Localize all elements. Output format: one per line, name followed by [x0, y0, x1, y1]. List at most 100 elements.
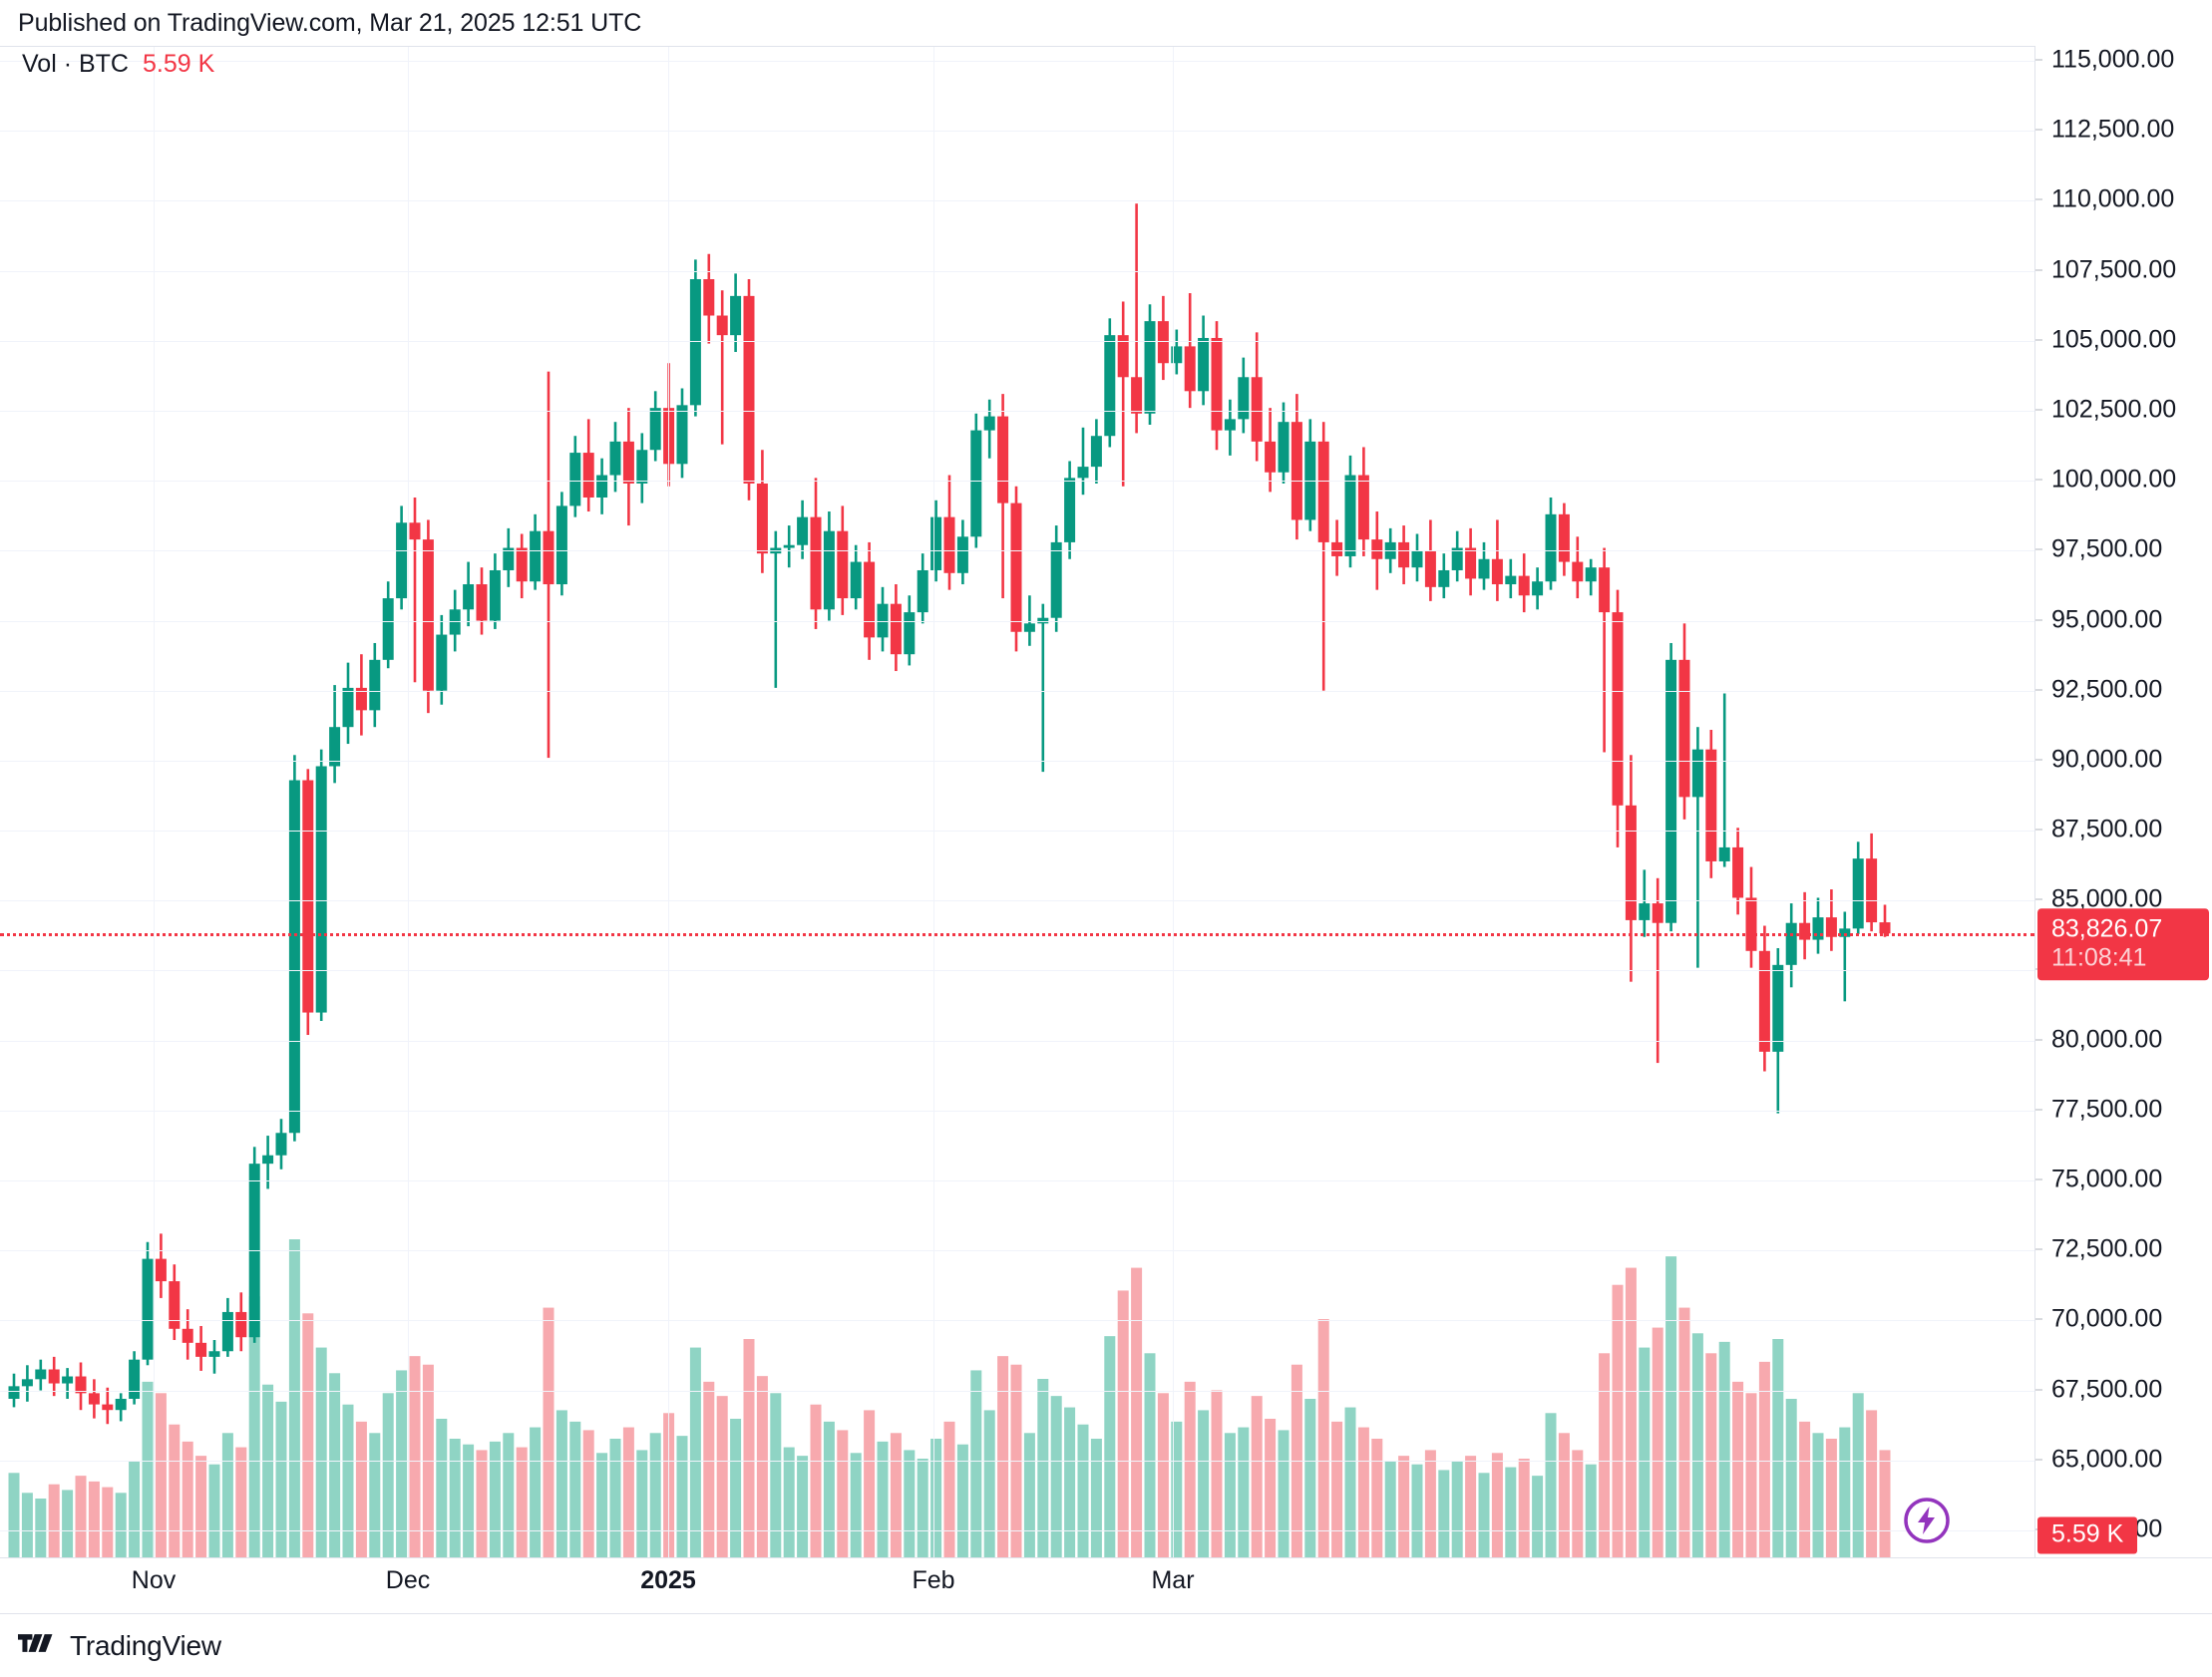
chart-plot-area[interactable] [0, 46, 2034, 1557]
volume-bar [48, 1484, 60, 1557]
price-axis-label: 115,000.00 [2051, 46, 2175, 74]
current-volume-badge[interactable]: 5.59 K [2037, 1516, 2138, 1554]
published-banner: Published on TradingView.com, Mar 21, 20… [0, 0, 2212, 46]
candle-body [1491, 558, 1503, 585]
candle-body [783, 544, 795, 548]
volume-bar [1104, 1336, 1116, 1557]
volume-bar [1157, 1393, 1169, 1557]
price-axis-tick [2035, 548, 2042, 550]
volume-bar [1505, 1467, 1517, 1557]
volume-bar [463, 1444, 475, 1557]
candle-body [489, 569, 501, 621]
candle-wick [1121, 301, 1125, 487]
candle-body [129, 1359, 141, 1399]
time-axis-label: Nov [131, 1566, 177, 1594]
candle-body [436, 634, 448, 691]
volume-bar [890, 1433, 902, 1557]
candle-body [1866, 858, 1878, 923]
price-axis-tick [2035, 759, 2042, 761]
volume-bar [1077, 1424, 1089, 1557]
current-price-badge[interactable]: 83,826.07 11:08:41 [2037, 908, 2209, 980]
candle-body [730, 295, 742, 336]
volume-bar [956, 1444, 968, 1557]
gridline-horizontal [0, 760, 2034, 762]
candle-body [1785, 922, 1797, 965]
volume-bar [129, 1461, 141, 1557]
candle-body [1545, 513, 1557, 582]
price-axis-tick [2035, 269, 2042, 271]
price-axis-tick [2035, 1109, 2042, 1111]
candle-body [1625, 805, 1637, 920]
candle-body [169, 1281, 181, 1329]
candle-body [476, 584, 488, 621]
price-axis-tick [2035, 339, 2042, 341]
gridline-horizontal [0, 481, 2034, 483]
price-axis-label: 92,500.00 [2051, 675, 2163, 704]
candle-body [1198, 337, 1210, 392]
gridline-horizontal [0, 1250, 2034, 1252]
candle-body [1558, 513, 1570, 562]
candle-body [1532, 581, 1544, 596]
candle-body [756, 483, 768, 554]
gridline-horizontal [0, 900, 2034, 902]
candle-body [1171, 346, 1183, 364]
volume-bar [1211, 1390, 1223, 1557]
time-axis-label: Mar [1151, 1566, 1195, 1594]
candle-body [649, 408, 661, 451]
candle-body [1290, 422, 1302, 520]
candle-body [569, 453, 581, 506]
volume-bar [62, 1490, 74, 1557]
candle-body [1678, 659, 1690, 798]
candle-body [1665, 659, 1677, 923]
candle-wick [1603, 547, 1606, 753]
volume-bar [1050, 1396, 1062, 1557]
volume-bar [850, 1453, 862, 1557]
candle-body [262, 1155, 274, 1165]
published-text: Published on TradingView.com, Mar 21, 20… [18, 8, 642, 37]
volume-bar [1691, 1333, 1703, 1557]
volume-bar [115, 1493, 127, 1557]
candle-body [1718, 846, 1730, 861]
candlestick-plot [8, 203, 1891, 1557]
candle-body [930, 516, 942, 570]
volume-bar [1705, 1353, 1717, 1557]
gridline-horizontal [0, 270, 2034, 272]
price-axis-tick [2035, 1318, 2042, 1320]
volume-bar [1772, 1339, 1784, 1557]
volume-bar [503, 1433, 515, 1557]
time-scale[interactable]: Nov Dec 2025 Feb Mar [0, 1557, 2212, 1613]
volume-bar [1184, 1381, 1196, 1557]
candle-body [302, 780, 314, 1013]
candle-body [703, 279, 715, 316]
gridline-horizontal [0, 410, 2034, 412]
candle-body [956, 536, 968, 573]
candle-body [1839, 928, 1851, 937]
volume-bar [489, 1441, 501, 1557]
volume-bar [622, 1427, 634, 1557]
lightning-bolt-icon[interactable] [1903, 1497, 1951, 1549]
candle-body [342, 687, 354, 728]
volume-bar [169, 1424, 181, 1557]
price-scale[interactable]: 83,826.07 11:08:41 5.59 K 115,000.00 112,… [2034, 46, 2212, 1557]
volume-bar [1265, 1419, 1277, 1557]
candle-body [1879, 922, 1891, 934]
candle-body [1023, 623, 1035, 632]
volume-bar [1732, 1381, 1744, 1557]
candle-body [1117, 335, 1129, 378]
candle-body [463, 584, 475, 610]
volume-bar [930, 1439, 942, 1557]
candle-body [689, 279, 701, 406]
price-axis-label: 112,500.00 [2051, 115, 2175, 144]
time-axis-label: 2025 [640, 1566, 696, 1594]
candle-wick [413, 497, 417, 683]
volume-bar [355, 1421, 367, 1557]
candle-body [1238, 377, 1250, 420]
volume-bar [1478, 1473, 1490, 1557]
candle-body [943, 516, 955, 573]
volume-bar [342, 1404, 354, 1557]
candle-wick [1696, 727, 1699, 968]
gridline-horizontal [0, 1110, 2034, 1112]
volume-bar [1599, 1353, 1611, 1557]
volume-bar [235, 1447, 247, 1557]
